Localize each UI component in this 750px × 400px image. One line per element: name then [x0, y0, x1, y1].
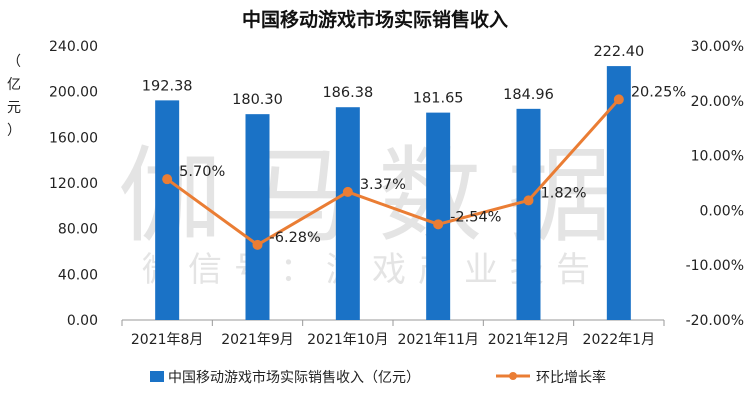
right-axis-ticks: -20.00% -10.00% 0.00% 10.00% 20.00% 30.00% [686, 39, 744, 329]
growth-rate-point [252, 239, 263, 250]
watermark-sub: 微信号：游戏产业报告 [142, 250, 602, 290]
legend-line-label: 环比增长率 [536, 369, 606, 386]
growth-rate-point [162, 174, 173, 185]
bar-data-label: 180.30 [232, 92, 283, 108]
x-tick-label: 2021年10月 [307, 332, 388, 348]
x-tick-label: 2021年12月 [488, 332, 569, 348]
growth-rate-point [342, 186, 353, 197]
x-tick-label: 2022年1月 [583, 332, 656, 348]
right-tick-label: 30.00% [691, 39, 744, 55]
right-tick-label: 20.00% [691, 94, 744, 110]
growth-rate-label: 1.82% [541, 185, 587, 201]
left-axis-label: （ 亿元 ） [7, 54, 21, 139]
line-data-labels: 5.70% -6.28% 3.37% -2.54% 1.82% 20.25% [179, 84, 686, 245]
bar-data-labels: 192.38 180.30 186.38 181.65 184.96 222.40 [142, 44, 644, 108]
bar-data-label: 222.40 [593, 44, 644, 60]
growth-rate-label: 20.25% [631, 84, 686, 100]
bar [335, 107, 360, 321]
growth-rate-label: -2.54% [450, 209, 501, 225]
left-tick-label: 200.00 [49, 85, 98, 101]
left-tick-label: 240.00 [49, 39, 98, 55]
left-axis-ticks: 0.00 40.00 80.00 120.00 160.00 200.00 240.00 [49, 39, 98, 329]
bar [155, 100, 180, 320]
left-tick-label: 160.00 [49, 130, 98, 146]
line-series [162, 94, 624, 250]
bar [426, 112, 451, 321]
growth-rate-point [523, 195, 534, 206]
bar [245, 114, 270, 320]
x-tick-label: 2021年8月 [131, 332, 204, 348]
growth-rate-label: 3.37% [360, 177, 406, 193]
left-axis-label-char: ） [7, 123, 21, 139]
x-tick-label: 2021年9月 [221, 332, 294, 348]
left-tick-label: 0.00 [67, 313, 98, 329]
chart-title: 中国移动游戏市场实际销售收入 [242, 8, 508, 31]
bar [516, 108, 541, 320]
right-tick-label: 0.00% [700, 203, 744, 219]
x-tick-label: 2021年11月 [397, 332, 478, 348]
left-axis-label-char: 亿 [7, 77, 21, 93]
legend-line-marker [509, 372, 517, 380]
growth-rate-line [166, 98, 620, 247]
bar-data-label: 186.38 [322, 85, 373, 101]
growth-rate-point [433, 219, 444, 230]
bar-data-label: 184.96 [503, 87, 554, 103]
right-tick-label: -20.00% [686, 313, 744, 329]
x-axis-ticks: 2021年8月 2021年9月 2021年10月 2021年11月 2021年12月 20… [121, 320, 665, 348]
left-axis-label-char: （ [7, 54, 21, 70]
left-tick-label: 40.00 [58, 267, 98, 283]
legend-bar-label: 中国移动游戏市场实际销售收入（亿元） [168, 369, 420, 386]
watermark: 伽马数据 微信号：游戏产业报告 [118, 135, 612, 290]
legend: 中国移动游戏市场实际销售收入（亿元） 环比增长率 [150, 369, 606, 386]
growth-rate-label: -6.28% [270, 230, 321, 246]
bar-data-label: 192.38 [142, 78, 193, 94]
bar-data-label: 181.65 [413, 91, 464, 107]
legend-bar-swatch [150, 371, 164, 382]
bar-series [155, 66, 631, 321]
left-tick-label: 120.00 [49, 176, 98, 192]
left-axis-label-char: 元 [7, 100, 21, 116]
left-tick-label: 80.00 [58, 222, 98, 238]
right-tick-label: -10.00% [686, 258, 744, 274]
growth-rate-label: 5.70% [179, 164, 225, 180]
growth-rate-point [613, 94, 624, 105]
right-tick-label: 10.00% [691, 149, 744, 165]
